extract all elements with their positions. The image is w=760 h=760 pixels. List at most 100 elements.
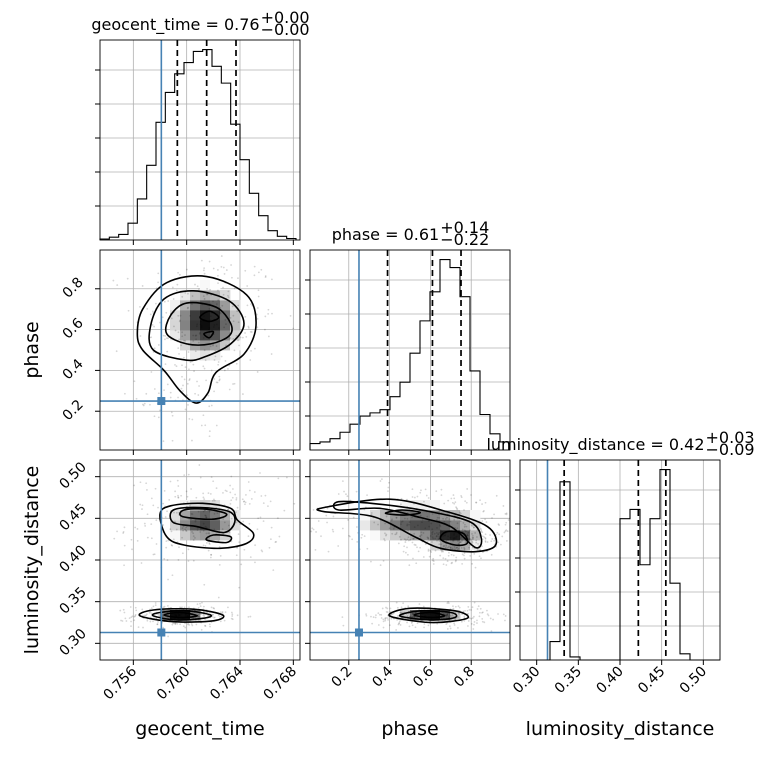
- scatter-point: [185, 490, 188, 493]
- density-cell: [200, 300, 211, 311]
- scatter-point: [271, 278, 273, 281]
- scatter-point: [165, 540, 168, 543]
- panel-frame: [99, 39, 301, 241]
- density-cell: [210, 520, 221, 531]
- scatter-point: [407, 605, 410, 608]
- scatter-point: [155, 543, 158, 545]
- scatter-point: [193, 370, 195, 373]
- scatter-point: [218, 378, 221, 381]
- scatter-point: [458, 543, 460, 545]
- scatter-point: [472, 526, 475, 529]
- scatter-point: [484, 540, 487, 542]
- scatter-point: [171, 614, 174, 617]
- scatter-point: [458, 535, 461, 537]
- scatter-point: [448, 612, 451, 615]
- scatter-point: [432, 557, 435, 560]
- contour-line: [151, 609, 213, 621]
- density-cell: [450, 530, 461, 541]
- scatter-point: [447, 546, 449, 549]
- density-cell: [190, 350, 201, 361]
- scatter-point: [286, 532, 288, 534]
- scatter-point: [373, 521, 376, 524]
- scatter-point: [143, 614, 146, 617]
- scatter-point: [125, 620, 128, 622]
- scatter-point: [189, 361, 192, 364]
- scatter-point: [215, 381, 218, 384]
- scatter-point: [481, 503, 483, 505]
- scatter-point: [164, 516, 167, 518]
- x-tick-label-geocent_time: 0.760: [154, 664, 194, 704]
- scatter-point: [245, 494, 247, 496]
- scatter-point: [192, 539, 195, 541]
- scatter-point: [223, 369, 226, 372]
- scatter-point: [435, 519, 438, 521]
- scatter-point: [408, 521, 411, 523]
- scatter-point: [448, 518, 451, 521]
- scatter-point: [204, 514, 207, 517]
- density-cell: [180, 610, 191, 621]
- scatter-point: [476, 619, 478, 622]
- scatter-point: [225, 490, 228, 493]
- scatter-point: [479, 527, 482, 530]
- scatter-point: [481, 620, 484, 623]
- density-cell: [170, 530, 181, 541]
- scatter-point: [213, 616, 215, 619]
- scatter-point: [167, 300, 170, 302]
- density-cell: [430, 500, 441, 511]
- scatter-point: [208, 430, 211, 433]
- scatter-point: [442, 563, 445, 566]
- contour-line: [179, 507, 228, 521]
- scatter-point: [370, 513, 373, 516]
- scatter-point: [59, 304, 61, 306]
- scatter-point: [143, 522, 146, 525]
- scatter-point: [355, 526, 358, 528]
- scatter-point: [203, 267, 206, 270]
- scatter-point: [453, 497, 456, 500]
- density-cell: [420, 540, 431, 551]
- scatter-point: [331, 528, 334, 531]
- scatter-point: [443, 520, 446, 523]
- scatter-point: [342, 624, 345, 627]
- x-tick-label-geocent_time: 0.756: [100, 663, 140, 703]
- scatter-point: [264, 494, 267, 497]
- scatter-point: [447, 539, 450, 541]
- scatter-point: [168, 498, 171, 501]
- contours: [136, 275, 257, 404]
- scatter-point: [177, 347, 180, 350]
- scatter-point: [305, 521, 307, 523]
- density-cell: [190, 530, 201, 541]
- scatter-point: [212, 300, 214, 303]
- scatter-point: [293, 502, 296, 505]
- density-cell: [210, 510, 221, 521]
- scatter-point: [182, 529, 184, 532]
- scatter-point: [254, 544, 257, 547]
- scatter-point: [237, 277, 239, 280]
- scatter-point: [232, 383, 234, 385]
- scatter-point: [205, 293, 208, 296]
- scatter-point: [223, 521, 226, 524]
- scatter-point: [144, 525, 147, 527]
- scatter-point: [186, 623, 189, 626]
- scatter-point: [230, 617, 233, 620]
- scatter-point: [172, 538, 175, 541]
- scatter-point: [407, 539, 410, 542]
- scatter-point: [371, 622, 374, 625]
- scatter-point: [453, 546, 456, 548]
- scatter-point: [471, 540, 473, 543]
- scatter-point: [134, 613, 137, 616]
- scatter-point: [208, 543, 211, 545]
- scatter-point: [217, 269, 219, 271]
- scatter-point: [463, 547, 466, 550]
- x-axis-label-geocent_time: geocent_time: [135, 718, 264, 740]
- scatter-point: [177, 613, 179, 615]
- scatter-point: [476, 536, 478, 538]
- scatter-point: [413, 532, 416, 535]
- scatter-point: [377, 612, 380, 615]
- scatter-point: [384, 618, 387, 620]
- scatter-point: [495, 494, 498, 497]
- scatter-point: [238, 586, 241, 589]
- scatter-point: [209, 493, 212, 495]
- scatter-point: [224, 319, 227, 321]
- scatter-point: [127, 309, 130, 312]
